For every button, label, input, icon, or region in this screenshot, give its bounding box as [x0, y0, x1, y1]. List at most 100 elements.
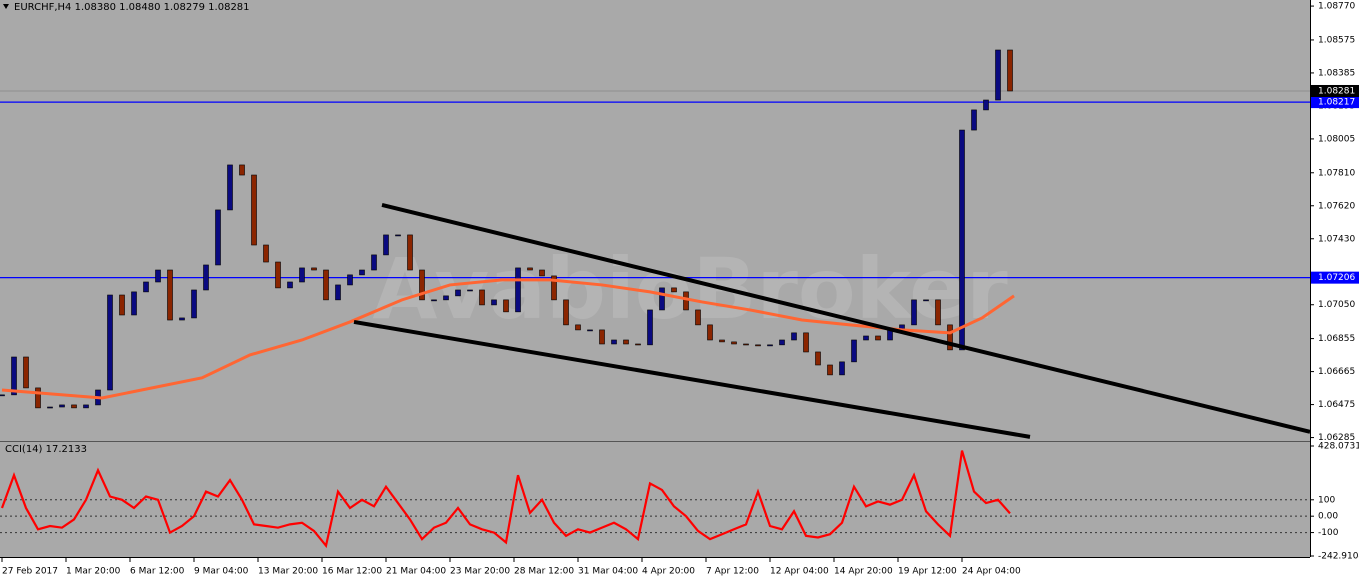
candle-body	[455, 289, 461, 297]
y-tick-label: 428.0731	[1318, 442, 1359, 452]
candle-body	[503, 299, 509, 313]
candle-body	[779, 339, 785, 346]
candle-body	[971, 109, 977, 131]
candle-body	[827, 364, 833, 376]
candle-body	[527, 267, 533, 271]
price-label: 1.07206	[1318, 273, 1355, 283]
candle-body	[191, 289, 197, 319]
x-tick-label: 28 Mar 12:00	[514, 567, 574, 577]
candle-body	[59, 404, 65, 408]
candle-body	[371, 254, 377, 271]
candle-body	[359, 269, 365, 276]
x-tick-label: 13 Mar 20:00	[258, 567, 318, 577]
price-label-box	[1311, 96, 1359, 109]
candle-body	[743, 343, 749, 346]
candle-body	[803, 332, 809, 353]
candle-body	[119, 294, 125, 316]
time-axis-background	[0, 558, 1311, 587]
candle-body	[215, 209, 221, 266]
candle-body	[263, 244, 269, 263]
x-tick-label: 23 Mar 20:00	[450, 567, 510, 577]
indicator-title: CCI(14) 17.2133	[5, 444, 87, 455]
y-tick-label: 1.08005	[1318, 134, 1355, 144]
x-tick-label: 19 Apr 12:00	[898, 567, 957, 577]
y-tick-label: 0.00	[1318, 512, 1338, 522]
candle-body	[107, 294, 113, 391]
x-tick-label: 14 Apr 20:00	[834, 567, 893, 577]
x-tick-label: 24 Apr 04:00	[962, 567, 1021, 577]
candle-body	[935, 299, 941, 326]
candle-body	[419, 269, 425, 301]
candle-body	[683, 291, 689, 311]
candle-body	[83, 404, 89, 409]
candle-body	[167, 269, 173, 321]
candle-body	[647, 309, 653, 346]
candle-body	[995, 49, 1001, 101]
candle-body	[863, 335, 869, 341]
candle-body	[695, 309, 701, 326]
candle-body	[311, 267, 317, 271]
candle-body	[0, 394, 5, 397]
trendline	[381, 202, 1311, 434]
candle-body	[611, 339, 617, 345]
candle-body	[131, 291, 137, 316]
x-tick-label: 9 Mar 04:00	[194, 567, 249, 577]
candle-body	[47, 406, 53, 409]
y-tick-label: 1.08575	[1318, 35, 1355, 45]
watermark: AvabioBroker	[372, 240, 1008, 338]
x-tick-label: 27 Feb 2017	[2, 567, 58, 577]
y-tick-label: 100	[1318, 495, 1335, 505]
candle-body	[143, 281, 149, 293]
y-tick-label: 1.08770	[1318, 2, 1355, 12]
candle-body	[287, 281, 293, 289]
candle-body	[155, 269, 161, 283]
candle-body	[1007, 49, 1013, 92]
x-tick-label: 4 Apr 20:00	[642, 567, 695, 577]
candle-body	[383, 234, 389, 256]
candle-body	[755, 344, 761, 347]
candle-body	[911, 299, 917, 326]
cci-line	[0, 450, 1011, 549]
candle-body	[227, 164, 233, 211]
trendline	[353, 319, 1031, 439]
price-label: 1.08217	[1318, 98, 1355, 108]
y-tick-label: 1.07050	[1318, 300, 1355, 310]
candle-body	[707, 324, 713, 341]
x-tick-label: 31 Mar 04:00	[578, 567, 638, 577]
candle-body	[467, 289, 473, 292]
x-tick-label: 12 Apr 04:00	[770, 567, 829, 577]
last-price-label: 1.08281	[1318, 86, 1355, 96]
price-label-box	[1311, 271, 1359, 284]
candle-body	[563, 299, 569, 326]
y-tick-label: 1.06285	[1318, 433, 1355, 443]
candle-body	[251, 174, 257, 246]
candle-body	[407, 234, 413, 271]
plot-background	[0, 0, 1310, 557]
candle-body	[719, 339, 725, 343]
menu-arrow[interactable]	[3, 4, 9, 9]
candle-body	[335, 284, 341, 301]
y-tick-label: -100	[1318, 528, 1339, 538]
candle-body	[491, 299, 497, 306]
candle-body	[515, 267, 521, 313]
candle-body	[275, 261, 281, 289]
y-tick-label: -242.9104	[1318, 552, 1359, 562]
y-tick-label: 1.06475	[1318, 400, 1355, 410]
candle-body	[395, 234, 401, 237]
candle-body	[239, 164, 245, 176]
candle-body	[599, 329, 605, 345]
candle-body	[635, 343, 641, 346]
x-tick-label: 16 Mar 12:00	[322, 567, 382, 577]
candle-body	[179, 317, 185, 321]
candle-body	[587, 329, 593, 332]
candle-body	[875, 335, 881, 341]
candle-body	[791, 332, 797, 341]
candle-body	[947, 324, 953, 351]
candle-body	[767, 344, 773, 347]
y-tick-label: 1.07810	[1318, 168, 1355, 178]
candle-body	[839, 361, 845, 376]
candle-body	[815, 351, 821, 366]
y-tick-label: 1.06855	[1318, 334, 1355, 344]
candle-body	[959, 129, 965, 351]
